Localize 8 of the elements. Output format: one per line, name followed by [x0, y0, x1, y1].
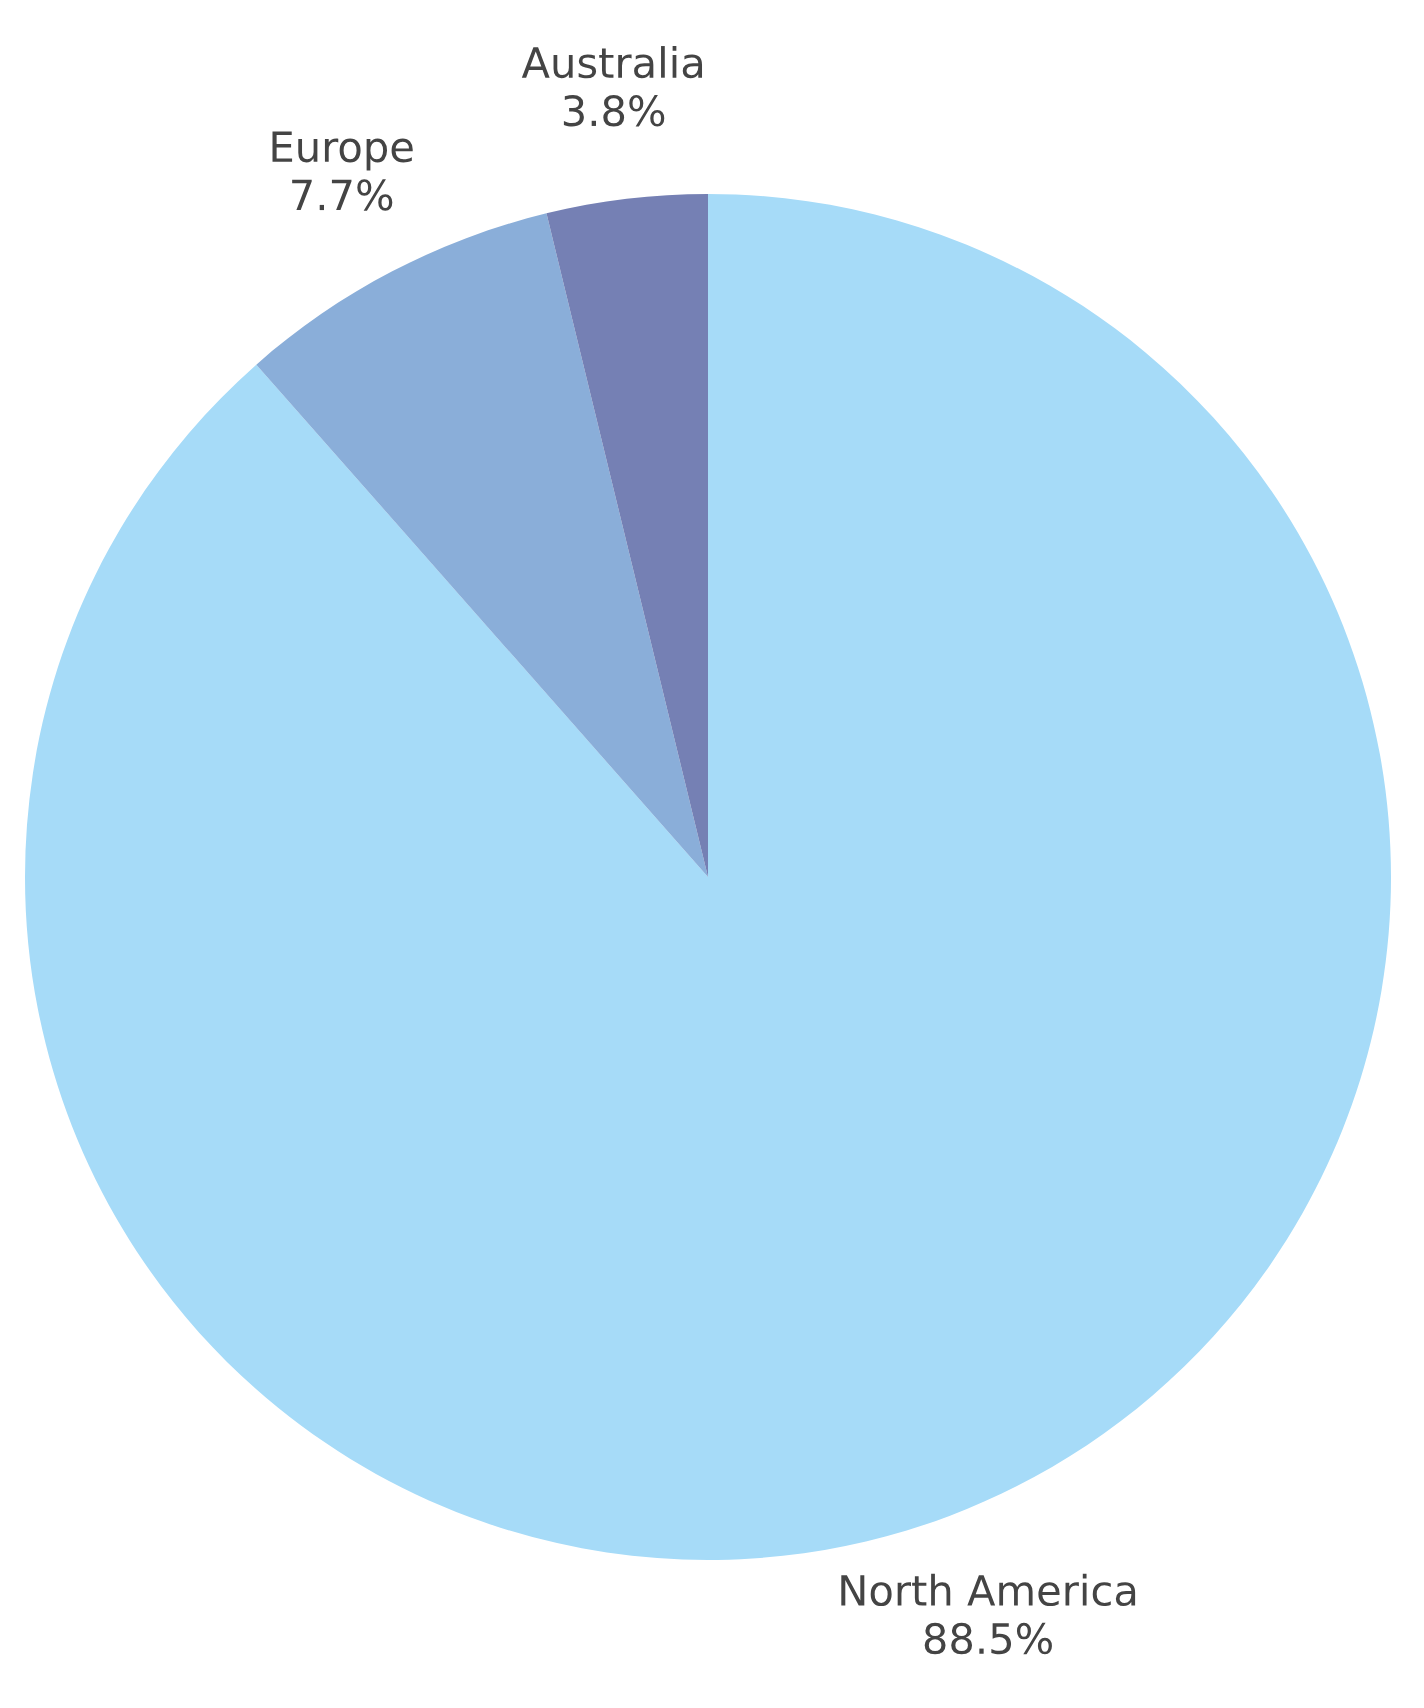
pie-slice [546, 193, 708, 877]
pie-slice [256, 213, 708, 877]
slice-label: Europe [272, 131, 413, 171]
data-label: 7.7% [292, 179, 393, 211]
data-label: 3.8% [563, 95, 665, 127]
data-label: 88.5% [924, 1622, 1052, 1655]
slice-label: North America [841, 1573, 1136, 1607]
slice-label: Australia [521, 46, 703, 79]
